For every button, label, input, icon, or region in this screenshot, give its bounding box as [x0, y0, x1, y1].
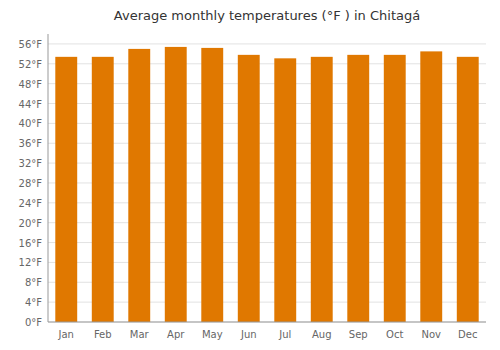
y-tick-label: 44°F: [19, 99, 43, 110]
bar: [457, 57, 479, 322]
y-tick-label: 36°F: [19, 138, 43, 149]
grid: [48, 44, 486, 322]
x-tick-label: Mar: [130, 329, 150, 340]
title: Average monthly temperatures (°F ) in Ch…: [114, 8, 420, 23]
y-axis-line: [48, 34, 49, 322]
bar: [128, 49, 150, 322]
y-tick-label: 40°F: [19, 118, 43, 129]
x-tick-label: Jan: [58, 329, 74, 340]
y-tick-label: 8°F: [25, 277, 42, 288]
bar: [384, 55, 406, 322]
bars: [55, 47, 478, 322]
y-tick-label: 32°F: [19, 158, 43, 169]
x-tick-label: Jul: [278, 329, 291, 340]
y-tick-label: 24°F: [19, 198, 43, 209]
x-tick-label: Feb: [94, 329, 112, 340]
x-tick-label: Nov: [421, 329, 441, 340]
y-tick-label: 20°F: [19, 218, 43, 229]
x-tick-label: Oct: [386, 329, 403, 340]
x-tick-label: Jun: [240, 329, 257, 340]
x-tick-label: Apr: [167, 329, 185, 340]
bar: [420, 51, 442, 322]
bar: [238, 55, 260, 322]
bar: [92, 57, 114, 322]
grid-line: [48, 322, 486, 323]
y-tick-label: 28°F: [19, 178, 43, 189]
x-axis-line: [48, 322, 486, 323]
bar: [274, 58, 296, 322]
grid-line: [48, 43, 486, 44]
y-tick-label: 56°F: [19, 39, 43, 50]
chart-container: Average monthly temperatures (°F ) in Ch…: [0, 0, 500, 350]
bar: [201, 48, 223, 322]
y-tick-label: 4°F: [25, 297, 42, 308]
x-tick-label: May: [202, 329, 223, 340]
y-tick-label: 12°F: [19, 257, 43, 268]
x-tick-label: Aug: [312, 329, 332, 340]
chart-svg: Average monthly temperatures (°F ) in Ch…: [0, 0, 500, 350]
x-tick-label: Dec: [458, 329, 477, 340]
bar: [55, 57, 77, 322]
y-tick-label: 52°F: [19, 59, 43, 70]
bar: [347, 55, 369, 322]
y-tick-label: 48°F: [19, 79, 43, 90]
y-tick-label: 16°F: [19, 238, 43, 249]
bar: [311, 57, 333, 322]
y-tick-label: 0°F: [25, 317, 42, 328]
x-tick-label: Sep: [349, 329, 368, 340]
bar: [165, 47, 187, 322]
